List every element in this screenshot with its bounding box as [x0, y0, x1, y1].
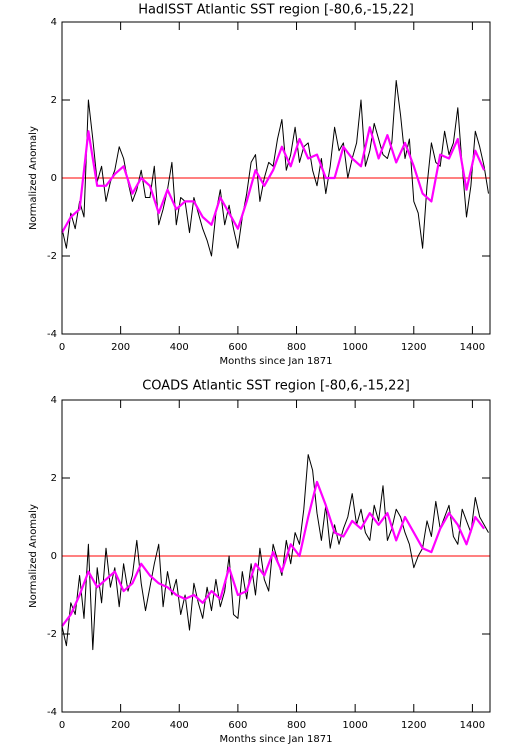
- x-tick-label: 400: [170, 342, 189, 353]
- x-tick-label: 1200: [401, 720, 426, 731]
- y-tick-label: -4: [47, 707, 57, 718]
- x-tick-label: 1400: [460, 342, 485, 353]
- x-axis-label: Months since Jan 1871: [220, 734, 333, 745]
- x-tick-label: 600: [228, 342, 247, 353]
- x-tick-label: 0: [59, 720, 65, 731]
- y-tick-label: 2: [51, 473, 57, 484]
- x-tick-label: 600: [228, 720, 247, 731]
- x-tick-label: 1200: [401, 342, 426, 353]
- x-axis-label: Months since Jan 1871: [220, 356, 333, 367]
- line-series: [61, 454, 489, 651]
- x-tick-label: 0: [59, 342, 65, 353]
- line-series: [61, 80, 489, 257]
- line-series: [61, 480, 485, 627]
- y-tick-label: 4: [51, 395, 57, 406]
- x-tick-label: 1000: [342, 720, 367, 731]
- y-tick-label: 0: [51, 551, 57, 562]
- y-tick-label: 2: [51, 95, 57, 106]
- x-tick-label: 400: [170, 720, 189, 731]
- plot-frame: [61, 399, 491, 713]
- y-axis-label: Normalized Anomaly: [28, 504, 39, 608]
- x-tick-label: 800: [287, 720, 306, 731]
- y-tick-label: -2: [47, 629, 57, 640]
- chart-title: COADS Atlantic SST region [-80,6,-15,22]: [142, 379, 410, 394]
- y-tick-label: 0: [51, 173, 57, 184]
- x-tick-label: 1000: [342, 342, 367, 353]
- x-tick-label: 200: [111, 342, 130, 353]
- x-tick-label: 200: [111, 720, 130, 731]
- plot-frame: [61, 21, 491, 335]
- x-tick-label: 1400: [460, 720, 485, 731]
- x-tick-label: 800: [287, 342, 306, 353]
- y-tick-label: 4: [51, 17, 57, 28]
- y-axis-label: Normalized Anomaly: [28, 126, 39, 230]
- y-tick-label: -4: [47, 329, 57, 340]
- chart-title: HadISST Atlantic SST region [-80,6,-15,2…: [138, 3, 414, 18]
- line-series: [61, 126, 486, 234]
- y-tick-label: -2: [47, 251, 57, 262]
